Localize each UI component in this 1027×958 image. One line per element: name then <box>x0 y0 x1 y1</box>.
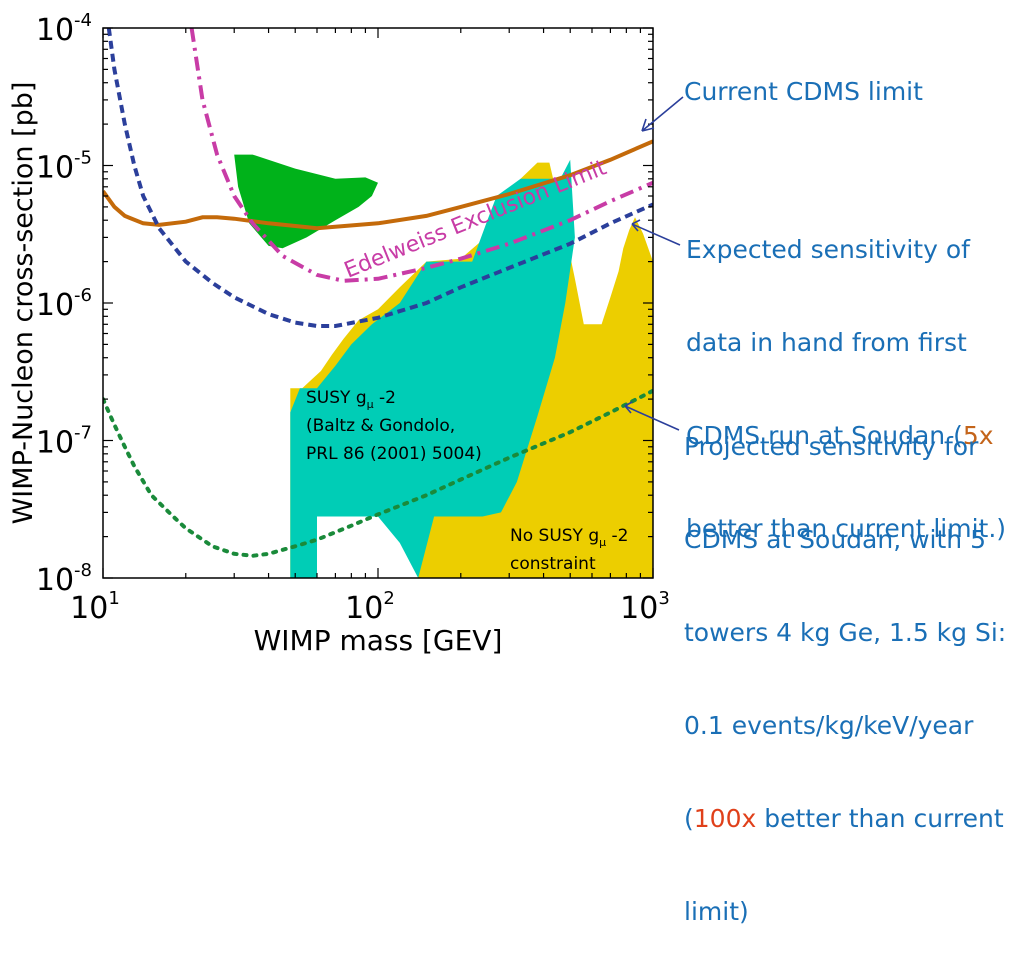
y-tick-label: 10-7 <box>36 423 92 461</box>
expected-5x: 5x <box>962 421 994 450</box>
arrow-current-limit <box>641 96 684 132</box>
nosusy-label: No SUSY gμ -2 <box>510 526 629 549</box>
y-tick-label: 10-4 <box>36 10 92 48</box>
annotation-projected-sensitivity: Projected sensitivity for CDMS at Soudan… <box>684 369 1006 958</box>
projected-line-2: CDMS at Soudan, with 5 <box>684 525 986 554</box>
edelweiss-limit-line <box>189 28 653 283</box>
expected-sensitivity-line <box>106 28 653 328</box>
gm2-constrained-region-teal <box>290 159 575 578</box>
susy-label-tail: -2 <box>374 388 396 408</box>
y-tick-label: 10-8 <box>36 560 92 598</box>
pointer-arrows <box>624 96 684 431</box>
expected-line-2: data in hand from first <box>686 328 967 357</box>
x-axis-label: WIMP mass [GEV] <box>254 624 503 657</box>
expected-line-4: better than current limit.) <box>686 514 1007 543</box>
x-tick-label: 102 <box>345 588 395 626</box>
arrow-projected <box>624 401 680 431</box>
expected-line-3: CDMS run at Soudan (5x <box>686 420 1006 451</box>
nosusy-label-sub: μ <box>599 536 606 549</box>
projected-line-3: towers 4 kg Ge, 1.5 kg Si: <box>684 618 1007 647</box>
susy-citation-1: (Baltz & Gondolo, <box>306 416 455 436</box>
projected-line-5a: ( <box>684 804 694 833</box>
annotation-current-limit: Current CDMS limit <box>684 77 923 106</box>
annotation-expected-sensitivity: Expected sensitivity of data in hand fro… <box>686 172 1006 575</box>
y-tick-label: 10-6 <box>36 285 92 323</box>
expected-line-3a: CDMS run at Soudan ( <box>686 421 963 450</box>
arrow-expected <box>631 219 681 246</box>
projected-line-5c: better than current <box>756 804 1004 833</box>
susy-citation-2: PRL 86 (2001) 5004) <box>306 444 482 464</box>
exclusion-chart: 101 102 103 10-8 10-7 10-6 10-5 10-4 WIMP mass … <box>8 10 684 657</box>
susy-label-sub: μ <box>367 398 374 411</box>
nosusy-label-2: constraint <box>510 554 596 574</box>
x-tick-label: 101 <box>70 588 120 626</box>
y-tick-label: 10-5 <box>36 148 92 186</box>
projected-line-5: (100x better than current <box>684 803 1006 834</box>
y-axis-label: WIMP-Nucleon cross-section [pb] <box>8 82 39 525</box>
projected-100x: 100x <box>693 804 757 833</box>
projected-line-4: 0.1 events/kg/keV/year <box>684 711 974 740</box>
x-tick-label: 103 <box>620 588 670 626</box>
susy-label-head: SUSY g <box>306 388 367 408</box>
expected-line-1: Expected sensitivity of <box>686 235 970 264</box>
projected-line-1: Projected sensitivity for <box>684 432 979 461</box>
nosusy-label-tail: -2 <box>606 526 628 546</box>
green-region <box>234 154 378 249</box>
nosusy-label-head: No SUSY g <box>510 526 599 546</box>
projected-line-6: limit) <box>684 897 749 926</box>
susy-label: SUSY gμ -2 <box>306 388 396 411</box>
